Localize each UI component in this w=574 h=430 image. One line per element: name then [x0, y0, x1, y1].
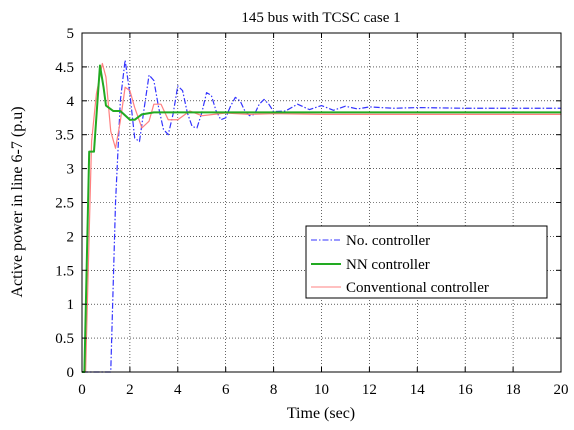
y-tick-label: 0	[67, 365, 75, 381]
grid-lines	[82, 33, 561, 372]
y-tick-label: 2	[67, 229, 75, 245]
x-tick-label: 2	[126, 382, 134, 398]
legend-label-conventional-controller: Conventional controller	[346, 280, 489, 296]
legend: No. controller NN controller Conventiona…	[305, 225, 548, 299]
chart-title: 145 bus with TCSC case 1	[241, 10, 400, 26]
y-tick-label: 1	[67, 297, 75, 313]
y-tick-label: 3	[67, 162, 75, 178]
tick-marks	[81, 32, 562, 373]
x-tick-label: 10	[314, 382, 329, 398]
conventional-controller-series	[82, 62, 561, 373]
series-layer	[82, 59, 561, 373]
x-tick-label: 14	[410, 382, 426, 398]
legend-label-nn-controller: NN controller	[346, 257, 430, 273]
x-tick-label: 12	[362, 382, 377, 398]
y-tick-label: 0.5	[55, 331, 74, 347]
nn-controller-series	[82, 64, 561, 373]
legend-label-no-controller: No. controller	[346, 233, 430, 249]
x-tick-label: 4	[174, 382, 182, 398]
x-axis-label: Time (sec)	[287, 405, 355, 422]
x-tick-label: 16	[458, 382, 474, 398]
y-tick-label: 3.5	[55, 128, 74, 144]
y-tick-label: 4.5	[55, 60, 74, 76]
no-controller-series	[82, 59, 561, 373]
y-axis-label: Active power in line 6-7 (p.u)	[9, 106, 26, 297]
y-tick-label: 5	[67, 26, 75, 42]
x-tick-label: 20	[554, 382, 569, 398]
legend-box	[305, 225, 548, 299]
x-tick-label: 8	[270, 382, 278, 398]
y-tick-label: 4	[67, 94, 75, 110]
y-tick-label: 1.5	[55, 263, 74, 279]
x-tick-label: 6	[222, 382, 230, 398]
x-tick-label: 18	[506, 382, 521, 398]
x-tick-label: 0	[78, 382, 86, 398]
tick-labels: 0 2 4 6 8 10 12 14 16 18 20 0 0.5 1 1.5 2 2.5 3 3.5 4 4.5 5	[55, 26, 568, 398]
y-tick-label: 2.5	[55, 196, 74, 212]
